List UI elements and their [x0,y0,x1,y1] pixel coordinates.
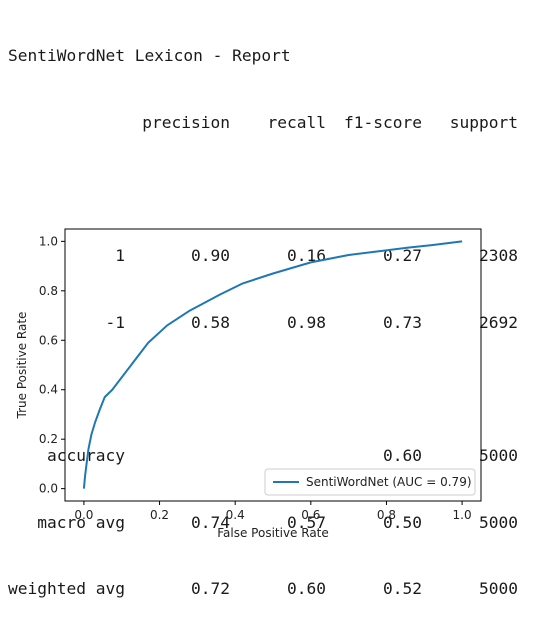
y-axis: 0.0 0.2 0.4 0.6 0.8 1.0 [39,234,65,496]
roc-curve-line [82,240,463,489]
x-axis-label: False Positive Rate [217,526,329,540]
y-tick-label: 0.8 [39,284,58,298]
row-label: weighted avg [8,579,125,599]
header-f1-score: f1-score [344,113,422,132]
report-row-class-1: 1 0.90 0.16 0.27 2308 [8,245,518,267]
row-precision: 0.72 [191,579,230,599]
row-support: 2308 [479,246,518,266]
row-support: 5000 [479,579,518,599]
plot-frame [64,228,482,502]
report-header-row: precision recall f1-score support [8,112,518,134]
row-precision: 0.90 [191,246,230,266]
report-row-macro-avg: macro avg 0.74 0.57 0.50 5000 [8,512,518,534]
row-f1: 0.50 [383,512,422,532]
row-f1: 0.27 [383,246,422,266]
header-support: support [449,113,518,132]
x-tick-label: 0.2 [150,508,169,522]
row-label: 1 [115,246,125,266]
header-recall: recall [267,113,326,132]
x-tick-label: 0.0 [74,508,93,522]
row-support: 2692 [479,312,518,332]
row-label: -1 [105,312,126,332]
report-row-weighted-avg: weighted avg 0.72 0.60 0.52 5000 [8,578,518,600]
row-recall: 0.98 [287,312,326,332]
y-axis-label: True Positive Rate [15,312,29,420]
y-tick-label: 0.2 [39,432,58,446]
row-recall: 0.57 [287,512,326,532]
row-support: 5000 [479,445,518,465]
report-title: SentiWordNet Lexicon - Report [8,46,291,66]
x-tick-label: 0.8 [377,508,396,522]
report-row-accuracy: accuracy 0.60 5000 [8,445,518,467]
x-tick-label: 1.0 [453,508,472,522]
plot-area: 0.0 0.2 0.4 0.6 0.8 1.0 0.0 0.2 0.4 0.6 0.8 1.0 Se… [39,228,482,522]
row-label: macro avg [37,512,125,532]
row-support: 5000 [479,512,518,532]
row-label: accuracy [47,445,125,465]
legend: SentiWordNet (AUC = 0.79) [264,468,476,496]
row-precision: 0.58 [191,312,230,332]
y-tick-label: 0.6 [39,333,58,347]
x-tick-label: 0.6 [301,508,320,522]
row-f1: 0.52 [383,579,422,599]
series-layer [82,240,463,489]
row-f1: 0.73 [383,312,422,332]
report-row-class-neg1: -1 0.58 0.98 0.73 2692 [8,312,519,334]
y-tick-label: 0.4 [39,383,58,397]
row-recall: 0.60 [287,579,326,599]
legend-box [264,468,476,496]
legend-label: SentiWordNet (AUC = 0.79) [306,475,472,489]
x-tick-label: 0.4 [226,508,245,522]
y-tick-label: 1.0 [39,234,58,248]
y-tick-label: 0.0 [39,482,58,496]
roc-chart: 0.0 0.2 0.4 0.6 0.8 1.0 0.0 0.2 0.4 0.6 0.8 1.0 Se… [15,228,482,540]
x-axis: 0.0 0.2 0.4 0.6 0.8 1.0 [74,501,472,522]
row-f1: 0.60 [383,445,422,465]
header-precision: precision [142,113,230,132]
row-precision: 0.74 [191,512,230,532]
